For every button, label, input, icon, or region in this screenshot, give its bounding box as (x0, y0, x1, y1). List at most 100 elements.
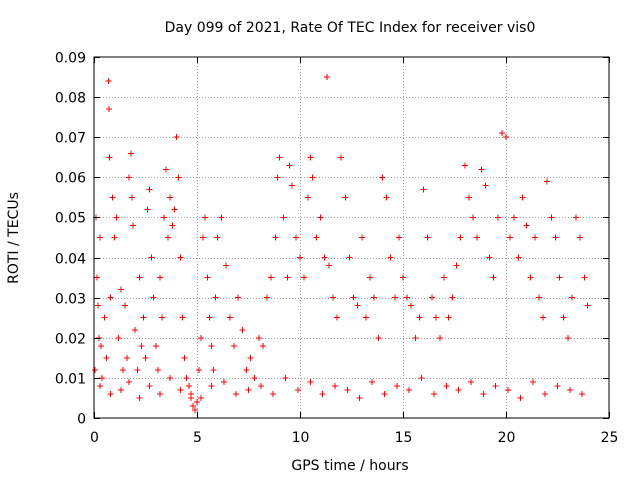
data-point (257, 382, 264, 389)
data-point (280, 214, 287, 221)
data-point (566, 386, 573, 393)
data-point (121, 302, 128, 309)
x-tick-label: 25 (601, 430, 619, 446)
data-point (309, 174, 316, 181)
data-point (148, 254, 155, 261)
data-point (177, 254, 184, 261)
y-tick-label: 0.03 (55, 292, 86, 308)
data-point (144, 206, 151, 213)
data-point (140, 314, 147, 321)
data-point (544, 178, 551, 185)
y-tick-label: 0.06 (55, 171, 86, 187)
data-point (529, 378, 536, 385)
data-point (198, 334, 205, 341)
data-point (142, 354, 149, 361)
data-point (467, 378, 474, 385)
data-point (542, 390, 549, 397)
data-point (264, 294, 271, 301)
data-point (169, 222, 176, 229)
data-point (307, 378, 314, 385)
data-point (136, 274, 143, 281)
data-point (428, 294, 435, 301)
data-point (494, 214, 501, 221)
data-point (107, 294, 114, 301)
data-point (163, 166, 170, 173)
data-point (191, 406, 198, 413)
data-point (235, 294, 242, 301)
data-point (342, 194, 349, 201)
data-point (503, 134, 509, 141)
data-point (573, 214, 580, 221)
y-tick-label: 0.01 (55, 372, 86, 388)
data-point (404, 294, 411, 301)
y-tick-label: 0.09 (55, 51, 86, 67)
data-point (531, 234, 538, 241)
data-point (358, 234, 365, 241)
data-point (564, 334, 571, 341)
data-point (332, 382, 339, 389)
data-point (465, 194, 472, 201)
data-point (185, 382, 192, 389)
data-point (126, 378, 133, 385)
data-point (179, 314, 186, 321)
data-point (381, 390, 388, 397)
data-point (367, 274, 374, 281)
data-point (107, 390, 114, 397)
data-point (268, 274, 275, 281)
x-tick-label: 10 (292, 430, 310, 446)
data-point (171, 206, 178, 213)
data-point (146, 382, 153, 389)
data-point (136, 394, 143, 401)
data-point (406, 386, 413, 393)
data-point (474, 234, 481, 241)
data-point (251, 374, 258, 381)
data-point (270, 390, 277, 397)
data-point (535, 294, 542, 301)
data-point (109, 194, 116, 201)
data-point (204, 274, 211, 281)
data-point (482, 182, 489, 189)
data-point (101, 314, 108, 321)
data-point (346, 254, 353, 261)
x-axis-label: GPS time / hours (291, 458, 408, 474)
data-point (560, 314, 567, 321)
data-point (325, 262, 332, 269)
data-point (243, 366, 250, 373)
data-point (138, 342, 145, 349)
data-point (167, 194, 174, 201)
data-point (443, 382, 450, 389)
data-point (212, 294, 219, 301)
data-point (556, 274, 563, 281)
data-point (418, 374, 425, 381)
data-point (437, 334, 444, 341)
y-tick-label: 0.05 (55, 211, 86, 227)
data-point (111, 234, 118, 241)
data-point (282, 374, 289, 381)
data-point (134, 366, 141, 373)
data-point (379, 174, 386, 181)
data-point (323, 74, 330, 81)
data-point (173, 134, 180, 141)
data-point (507, 234, 514, 241)
data-point (552, 234, 559, 241)
data-point (156, 390, 163, 397)
data-point (305, 194, 312, 201)
data-point (470, 214, 477, 221)
data-point (206, 314, 213, 321)
data-point (276, 154, 283, 161)
data-point (424, 234, 431, 241)
data-point (96, 334, 103, 341)
data-point (218, 214, 225, 221)
data-point (527, 274, 534, 281)
data-point (103, 354, 110, 361)
data-point (98, 342, 105, 349)
data-point (210, 366, 217, 373)
data-point (181, 354, 188, 361)
data-point (321, 254, 328, 261)
axis-ticks: 0 0.01 0.02 0.03 0.04 0.05 0.06 0.07 0.08 0.09 0 5 1… (55, 51, 619, 447)
data-point (99, 374, 106, 381)
data-point (412, 334, 419, 341)
data-point (202, 214, 209, 221)
data-point (226, 314, 233, 321)
